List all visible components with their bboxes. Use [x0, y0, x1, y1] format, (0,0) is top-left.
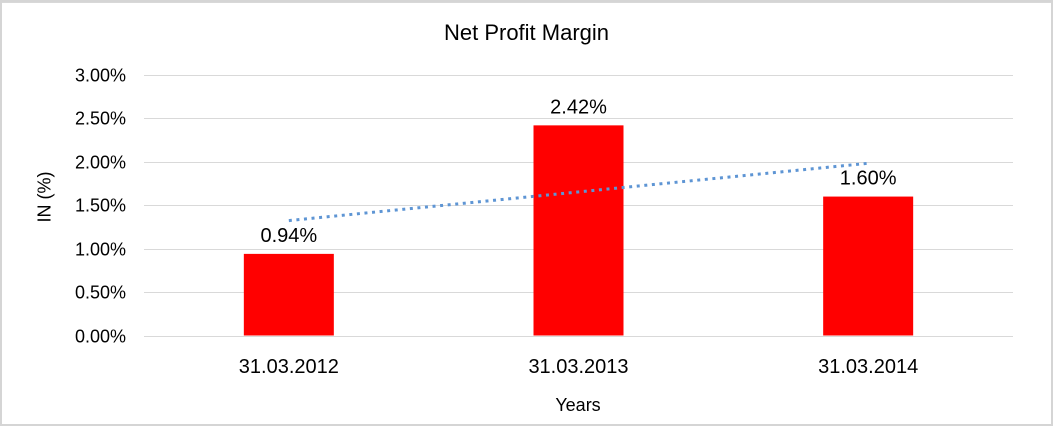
- trendline: [288, 161, 869, 223]
- y-tick-label: 2.50%: [75, 109, 126, 129]
- y-tick-label: 0.00%: [75, 327, 126, 347]
- y-tick-label: 3.00%: [75, 66, 126, 86]
- y-tick-label: 1.00%: [75, 240, 126, 260]
- x-category-label: 31.03.2013: [528, 356, 628, 378]
- chart-title: Net Profit Margin: [443, 20, 610, 45]
- bar-data-label: 0.94%: [260, 225, 317, 247]
- bar: [533, 125, 624, 336]
- y-tick-label: 2.00%: [75, 153, 126, 173]
- y-tick-label: 1.50%: [75, 196, 126, 216]
- bar-data-label: 1.60%: [840, 168, 897, 190]
- x-axis-title: Years: [555, 395, 601, 415]
- bar: [823, 196, 914, 336]
- x-category-label: 31.03.2012: [239, 356, 339, 378]
- y-tick-label: 0.50%: [75, 283, 126, 303]
- bar: [243, 253, 334, 336]
- bar-data-label: 2.42%: [550, 96, 607, 118]
- x-category-label: 31.03.2014: [818, 356, 918, 378]
